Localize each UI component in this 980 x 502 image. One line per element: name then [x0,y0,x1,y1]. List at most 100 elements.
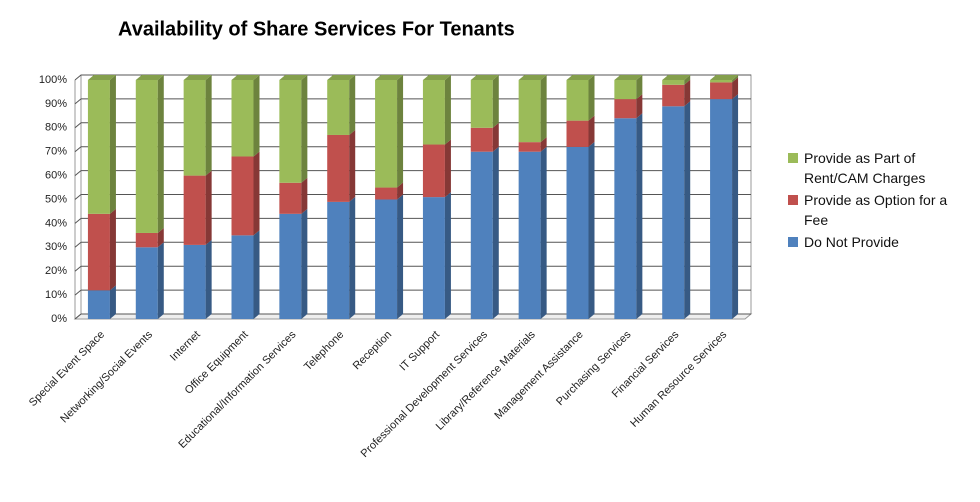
bar-segment [375,80,398,188]
bar-segment [614,99,637,119]
bar-segment [87,213,110,291]
bar-side [349,129,356,202]
bar-segment [231,156,254,236]
legend-item: Provide as Part of Rent/CAM Charges [788,148,973,188]
bar-top [422,75,451,80]
bar-segment [87,80,110,214]
bar-segment [279,213,302,319]
bar-side [205,75,212,176]
bar-segment [327,134,350,202]
bar-side [732,77,739,100]
grid-line-depth [74,241,82,248]
bar-segment [518,151,541,319]
bar-top [614,75,643,80]
y-tick-label: 50% [45,193,67,205]
bar-segment [566,146,589,319]
bar-top [279,75,308,80]
bar-side [349,75,356,135]
bar-side [684,101,691,319]
grid-line-depth [74,146,82,153]
bar-segment [710,80,733,83]
bar-side [109,285,116,319]
bar-side [301,177,308,214]
grid-line-depth [74,194,82,200]
grid-line-depth [74,170,82,176]
bar-side [684,79,691,107]
legend-label: Do Not Provide [804,234,899,250]
legend-swatch [788,195,798,205]
bar-top [375,75,404,80]
bar-side [205,170,212,245]
legend-swatch [788,237,798,247]
bar-top [87,75,116,80]
bar-top [710,75,739,80]
bar-side [205,239,212,319]
grid-line-depth [74,265,82,272]
bar-side [444,75,451,145]
bar-segment [375,199,398,319]
bar-side [253,75,260,157]
bar-segment [710,99,733,320]
bar-segment [518,142,541,152]
bar-segment [614,118,637,320]
bar-top [518,75,547,80]
bar-segment [422,197,445,319]
bar-side [588,115,595,147]
bar-side [588,75,595,121]
bar-segment [566,120,589,147]
x-tick-label: Library/Reference Materials [434,328,538,432]
bar-side [301,75,308,183]
bar-side [109,75,116,214]
bar-top [135,75,164,80]
bar-side [157,75,164,233]
bar-top [662,75,691,80]
bar-top [183,75,212,80]
legend-label: Provide as Option for a Fee [804,192,948,228]
bar-segment [327,201,350,319]
bar-side [157,227,164,248]
bar-segment [470,151,493,319]
bar-top [566,75,595,80]
x-tick-label: Human Resource Services [628,328,729,429]
bar-segment [231,80,254,157]
bar-segment [87,290,110,319]
y-tick-label: 10% [45,289,67,301]
bar-side [492,75,499,128]
y-tick-label: 60% [45,170,67,182]
x-tick-label: Reception [351,329,395,373]
bar-side [636,94,643,119]
bar-side [253,151,260,236]
bar-side [588,141,595,319]
bar-segment [327,80,350,135]
legend-item: Provide as Option for a Fee [788,190,973,230]
y-tick-label: 30% [45,241,67,253]
bar-top [470,75,499,80]
x-tick-label: Networking/Social Events [58,328,155,425]
bar-segment [614,80,637,100]
floor [73,313,753,320]
bar-side [492,122,499,152]
bar-segment [470,80,493,128]
legend: Provide as Part of Rent/CAM Charges Provi… [788,148,973,254]
y-tick-label: 0% [51,313,67,325]
y-tick-label: 80% [45,122,67,134]
bar-side [397,182,404,200]
bar-side [157,242,164,319]
bar-segment [470,127,493,152]
bar-segment [566,80,589,121]
x-tick-label: IT Support [397,329,442,374]
bar-side [732,75,739,83]
bar-side [540,75,547,143]
bar-segment [279,182,302,214]
bar-segment [279,80,302,183]
bar-segment [375,187,398,200]
bar-segment [135,80,158,233]
bar-top [327,75,356,80]
bar-side [684,75,691,85]
bar-side [732,94,739,320]
legend-item: Do Not Provide [788,232,973,252]
bar-side [540,137,547,152]
bar-side [253,230,260,319]
